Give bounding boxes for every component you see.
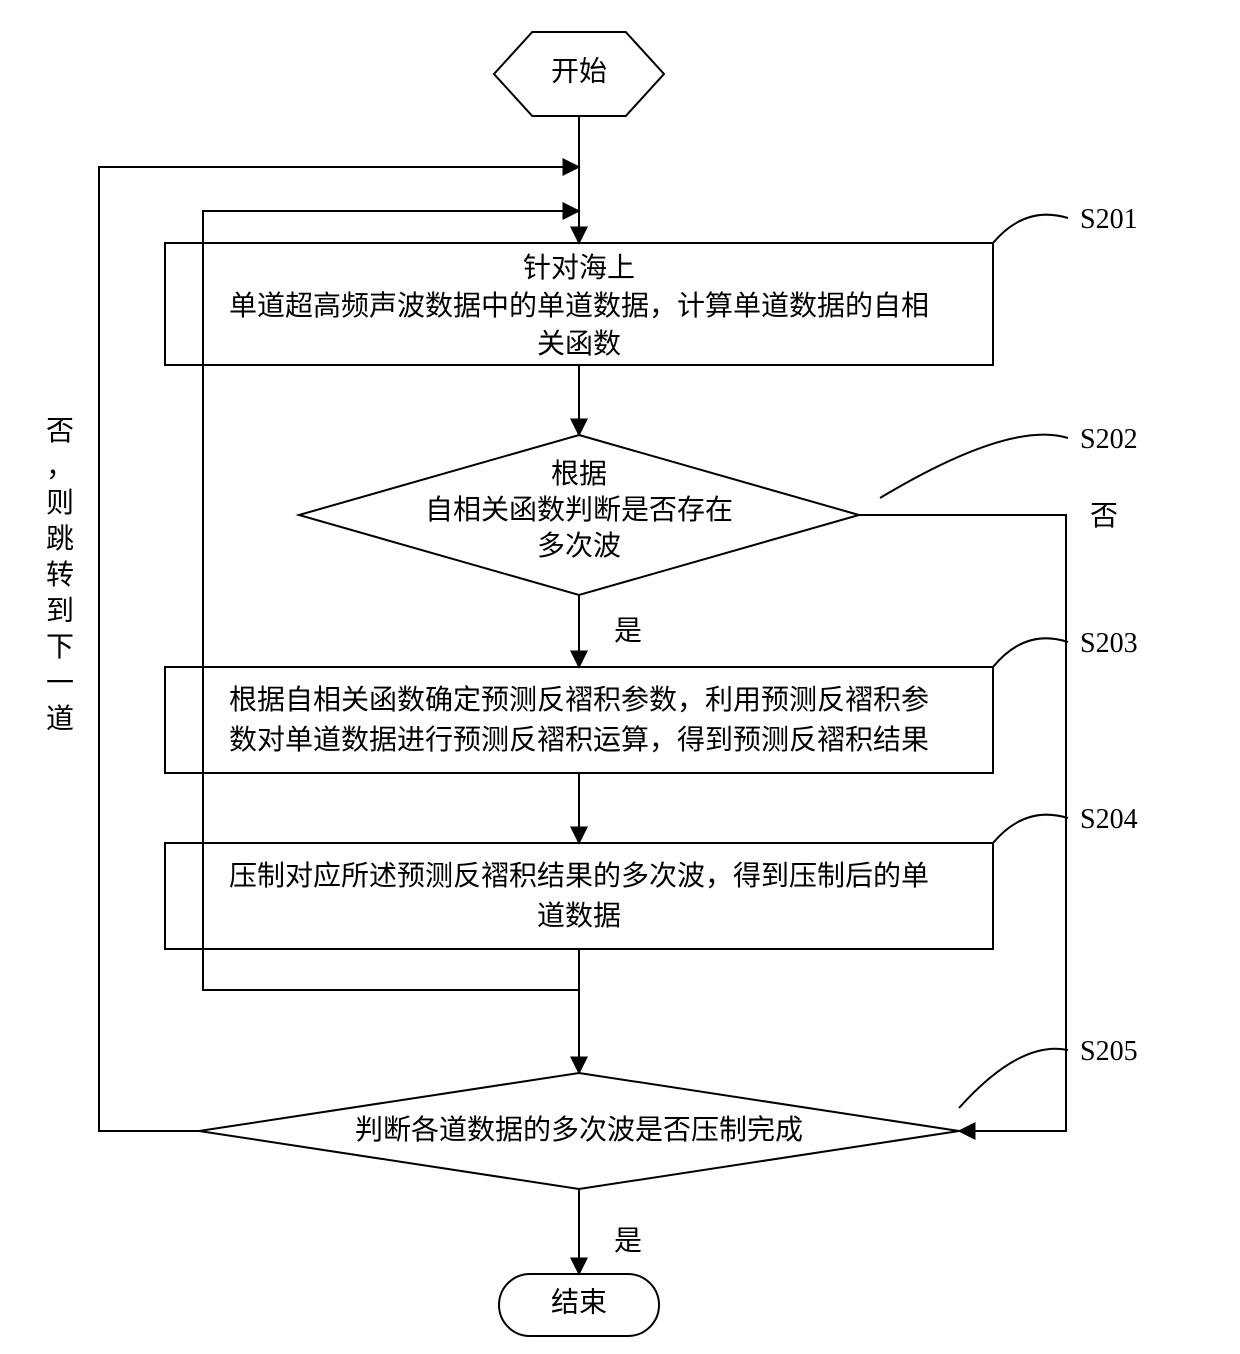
step-s203-text: 根据自相关函数确定预测反褶积参数，利用预测反褶积参数对单道数据进行预测反褶积运算… bbox=[229, 684, 929, 756]
step-tags: S201 S202 S203 S204 S205 bbox=[880, 204, 1138, 1108]
step-s205: 判断各道数据的多次波是否压制完成 bbox=[199, 1073, 959, 1189]
tag-s205: S205 bbox=[1080, 1036, 1138, 1067]
step-s202-text: 根据自相关函数判断是否存在多次波 bbox=[425, 458, 733, 562]
step-s203: 根据自相关函数确定预测反褶积参数，利用预测反褶积参数对单道数据进行预测反褶积运算… bbox=[165, 667, 993, 773]
svg-text:是: 是 bbox=[614, 1226, 642, 1257]
svg-text:否: 否 bbox=[1090, 501, 1118, 532]
step-s205-text: 判断各道数据的多次波是否压制完成 bbox=[355, 1114, 803, 1146]
step-s202: 根据自相关函数判断是否存在多次波 bbox=[299, 435, 859, 595]
svg-text:是: 是 bbox=[614, 616, 642, 647]
end-label: 结束 bbox=[551, 1286, 607, 1318]
tag-s204: S204 bbox=[1080, 804, 1138, 835]
flowchart-canvas: 开始 针对海上单道超高频声波数据中的单道数据，计算单道数据的自相关函数 根据自相… bbox=[0, 0, 1240, 1354]
tag-s203: S203 bbox=[1080, 628, 1138, 659]
start-label: 开始 bbox=[551, 55, 607, 87]
start-node: 开始 bbox=[494, 32, 664, 116]
tag-s202: S202 bbox=[1080, 424, 1138, 455]
step-s204-text: 压制对应所述预测反褶积结果的多次波，得到压制后的单道数据 bbox=[229, 860, 929, 932]
end-node: 结束 bbox=[499, 1274, 659, 1336]
step-s201: 针对海上单道超高频声波数据中的单道数据，计算单道数据的自相关函数 bbox=[165, 243, 993, 365]
step-s204: 压制对应所述预测反褶积结果的多次波，得到压制后的单道数据 bbox=[165, 843, 993, 949]
step-s201-text: 针对海上单道超高频声波数据中的单道数据，计算单道数据的自相关函数 bbox=[229, 252, 929, 360]
tag-s201: S201 bbox=[1080, 204, 1138, 235]
s205-no-label: 否，则跳转到下一道 bbox=[46, 416, 74, 735]
